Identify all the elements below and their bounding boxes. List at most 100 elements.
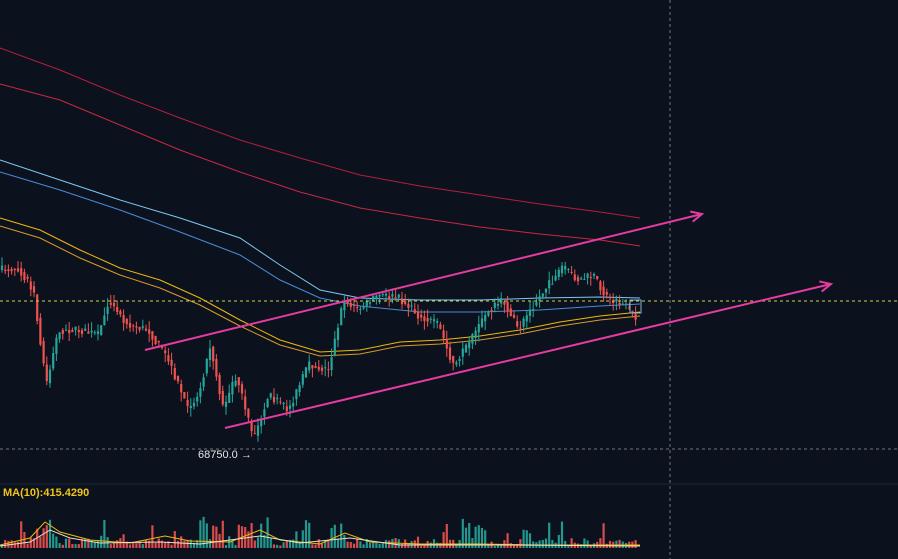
candle-body [186, 400, 189, 406]
volume-bar [477, 525, 480, 548]
candle-body [144, 328, 148, 331]
candle-body [132, 325, 135, 327]
candle-body [615, 298, 618, 302]
candle-body [285, 406, 288, 412]
candle-body [39, 317, 42, 345]
candle-body [448, 347, 452, 360]
candle-body [551, 283, 554, 285]
volume-bar [192, 542, 196, 548]
volume-bar [128, 544, 132, 548]
volume-bar [314, 544, 317, 548]
candle-body [298, 385, 301, 392]
volume-bar [506, 533, 509, 548]
candle-body [528, 309, 532, 316]
candle-body [570, 272, 573, 273]
candle-body [224, 401, 228, 407]
candle-body [308, 361, 311, 371]
candle-body [560, 265, 564, 274]
candle-body [384, 293, 388, 296]
candle-body [452, 355, 455, 363]
candle-body [148, 329, 151, 334]
candle-body [135, 326, 138, 328]
volume-bar [205, 523, 208, 548]
candle-body [343, 301, 346, 311]
candle-body [64, 329, 68, 331]
candle-body [500, 298, 503, 304]
volume-bar [375, 542, 378, 548]
candle-body [368, 302, 372, 304]
candle-body [215, 359, 218, 377]
candle-body [208, 348, 212, 360]
candle-body [512, 314, 516, 318]
candle-body [256, 425, 260, 436]
volume-bar [544, 538, 548, 548]
candle-body [487, 311, 490, 316]
volume-bar [144, 539, 148, 548]
candle-body [522, 318, 525, 327]
volume-bar [634, 540, 637, 548]
candle-body [397, 294, 400, 298]
candle-body [4, 269, 7, 272]
candle-body [564, 265, 567, 270]
volume-ma-label: MA(10):415.4290 [3, 487, 90, 499]
volume-ma-line [0, 521, 640, 546]
volume-bar [256, 537, 260, 548]
volume-bar [484, 530, 487, 548]
upper-trendline-arrowhead [690, 210, 705, 223]
candle-body [10, 269, 13, 272]
volume-bar [23, 531, 26, 548]
volume-bar [42, 528, 45, 548]
volume-bar [39, 536, 42, 548]
candle-body [36, 294, 39, 322]
volume-bar [272, 544, 276, 548]
candle-body [576, 277, 580, 282]
candle-body [624, 303, 628, 305]
volume-bar [557, 534, 560, 548]
candle-body [119, 311, 122, 315]
candle-body [567, 269, 570, 271]
volume-bar [340, 523, 343, 548]
volume-bar [384, 539, 388, 548]
candle-body [631, 310, 634, 312]
volume-bar [202, 516, 205, 548]
volume-bar [372, 542, 375, 548]
volume-bar [138, 541, 141, 548]
candle-body [468, 341, 471, 349]
ma-red-lower-line [0, 83, 641, 247]
volume-bar [52, 533, 55, 548]
candle-body [592, 273, 596, 276]
volume-bar [173, 531, 176, 548]
candle-body [68, 330, 71, 334]
volume-bar [96, 540, 100, 548]
candle-body [304, 367, 308, 378]
candle-body [301, 374, 304, 385]
volume-bar [125, 541, 128, 548]
volume-bar [221, 520, 224, 548]
volume-bar [90, 540, 93, 548]
volume-bar [16, 541, 20, 548]
candle-body [100, 325, 103, 335]
candle-body [154, 336, 157, 344]
volume-bar [589, 545, 592, 548]
candle-body [93, 332, 96, 334]
candle-body [87, 331, 90, 334]
volume-bar [71, 544, 74, 548]
volume-bar [551, 539, 554, 548]
candle-body [336, 327, 340, 341]
candle-body [55, 337, 58, 354]
candle-body [525, 315, 528, 322]
candle-body [365, 300, 368, 307]
volume-bar [100, 535, 103, 548]
candle-body [493, 302, 496, 308]
volume-bar [560, 521, 564, 548]
candle-body [52, 353, 55, 369]
volume-bar [234, 545, 237, 548]
volume-bar [464, 527, 468, 548]
candle-body [263, 409, 266, 417]
candle-body [7, 269, 10, 272]
candle-body [260, 419, 263, 427]
volume-bar [112, 543, 116, 548]
candle-body [189, 405, 192, 408]
volume-bar [416, 536, 420, 548]
